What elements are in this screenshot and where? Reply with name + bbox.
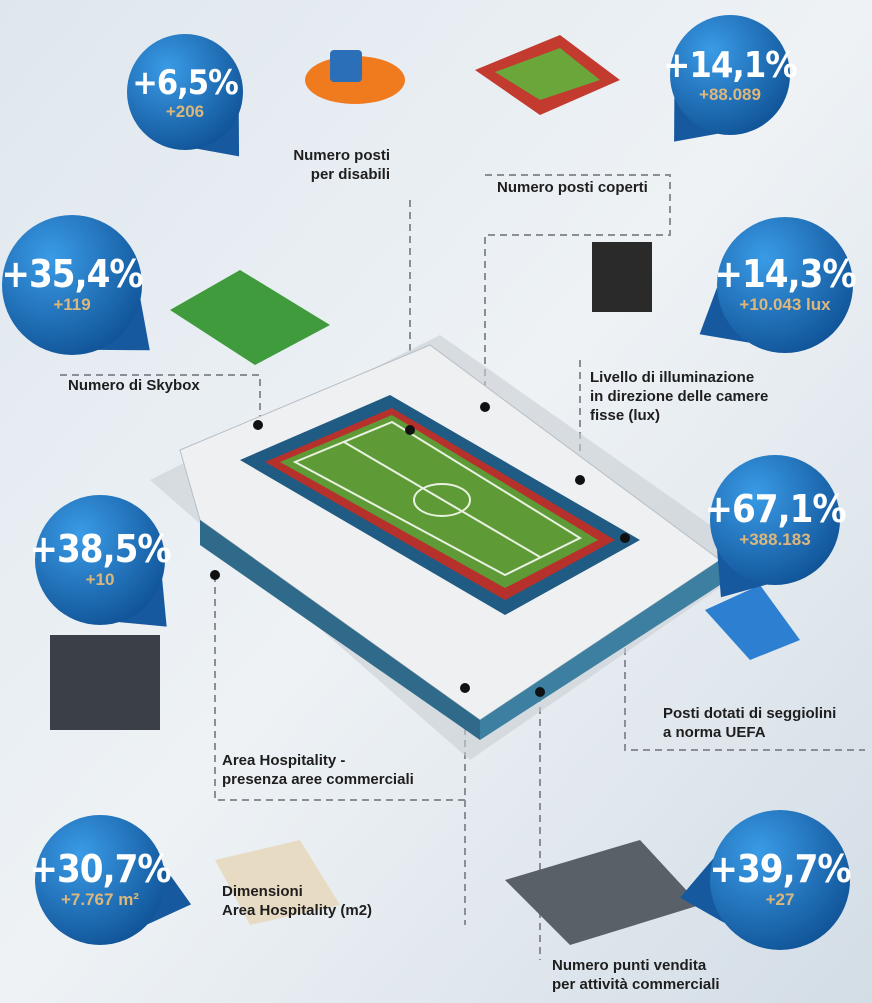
percent: +38,5%	[29, 527, 171, 571]
bubble	[717, 217, 853, 353]
label: Dimensioni	[222, 883, 303, 900]
label: a norma UEFA	[663, 724, 766, 741]
value: +206	[166, 102, 204, 121]
value: +10	[86, 570, 115, 589]
value: +388.183	[739, 530, 810, 549]
label: presenza aree commerciali	[222, 771, 414, 788]
bubble	[35, 495, 165, 625]
percent: +35,4%	[1, 252, 143, 296]
callout: +39,7%+27 Numero punti vendita per attivit…	[552, 810, 852, 993]
percent: +39,7%	[709, 847, 851, 891]
callout: +30,7%+7.767 m² Dimensioni Area Hospitalit…	[29, 815, 372, 945]
icons	[50, 35, 800, 945]
bubble	[127, 34, 243, 150]
callout: +38,5%+10 Area Hospitality - presenza aree…	[29, 495, 414, 788]
label: Numero posti coperti	[497, 179, 648, 196]
value: +27	[766, 890, 795, 909]
label: Area Hospitality -	[222, 752, 345, 769]
percent: +6,5%	[132, 63, 238, 103]
percent: +14,1%	[663, 45, 797, 86]
bubble	[670, 15, 790, 135]
callout: +35,4%+119 Numero di Skybox	[1, 215, 200, 394]
bubble	[710, 455, 840, 585]
value: +88.089	[699, 85, 761, 104]
label: Numero posti	[293, 147, 390, 164]
percent: +67,1%	[704, 487, 846, 531]
percent: +30,7%	[29, 847, 171, 891]
label: per disabili	[311, 166, 390, 183]
bubble	[35, 815, 165, 945]
label: Posti dotati di seggiolini	[663, 705, 836, 722]
callout: +14,3%+10.043 lux Livello di illuminazion…	[590, 217, 857, 424]
label: Area Hospitality (m2)	[222, 902, 372, 919]
label: fisse (lux)	[590, 407, 660, 424]
bubble	[2, 215, 142, 355]
bubble	[710, 810, 850, 950]
value: +7.767 m²	[61, 890, 139, 909]
callout: +6,5%+206 Numero posti per disabili	[127, 34, 390, 183]
percent: +14,3%	[714, 252, 856, 296]
callout: +14,1%+88.089 Numero posti coperti	[497, 15, 798, 196]
stadium	[150, 335, 760, 760]
callout: +67,1%+388.183 Posti dotati di seggiolini…	[663, 455, 847, 741]
label: in direzione delle camere	[590, 388, 768, 405]
bubble-tail	[147, 865, 192, 925]
label: Livello di illuminazione	[590, 369, 754, 386]
label: per attività commerciali	[552, 976, 720, 993]
label: Numero di Skybox	[68, 377, 200, 394]
value: +10.043 lux	[739, 295, 831, 314]
value: +119	[53, 295, 90, 314]
label: Numero punti vendita	[552, 957, 707, 974]
